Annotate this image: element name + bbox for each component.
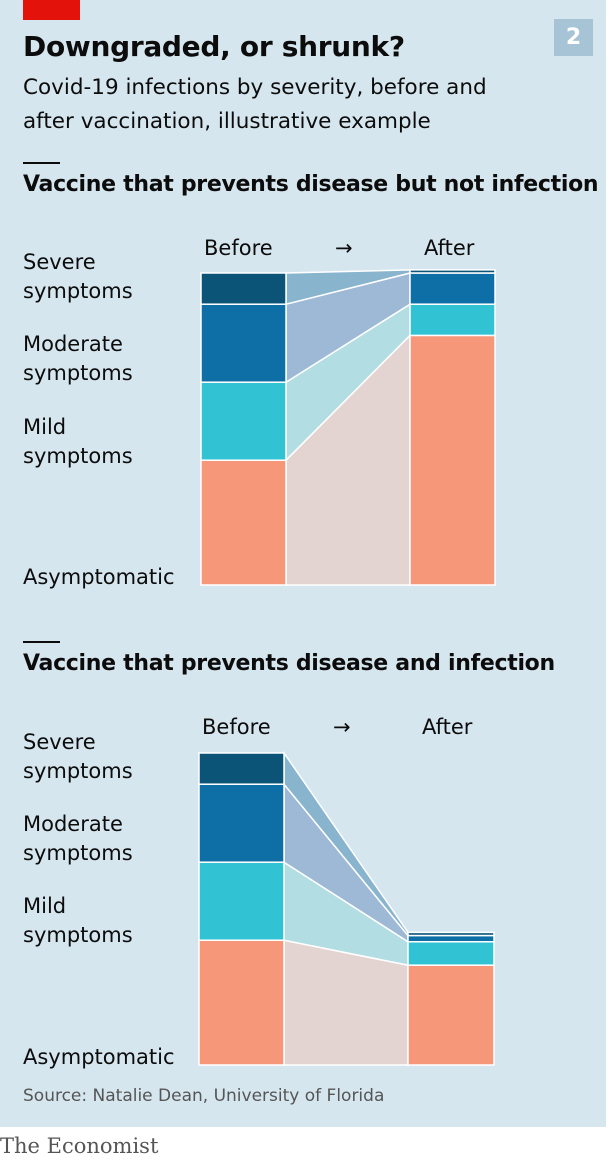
panel-2-label-asymptomatic: Asymptomatic bbox=[23, 1045, 175, 1069]
panel-2-title: Vaccine that prevents disease and infect… bbox=[23, 651, 555, 676]
panel-1-after-bar-moderate bbox=[409, 272, 496, 305]
panel-1-before-bar-mild bbox=[200, 381, 287, 461]
panel-2-after-bar-mild bbox=[407, 941, 495, 966]
publisher-logo: The Economist bbox=[0, 1134, 159, 1158]
panel-1-after-bar-mild bbox=[409, 303, 496, 337]
panel-2-label-mild: Mild symptoms bbox=[23, 894, 133, 947]
panel-2-rule bbox=[23, 641, 60, 643]
panel-1-rule bbox=[23, 162, 60, 164]
panel-2-before-label: Before bbox=[202, 715, 271, 739]
subtitle-line-1: Covid-19 infections by severity, before … bbox=[23, 75, 487, 100]
panel-2-arrow: → bbox=[333, 715, 351, 739]
panel-2-label-severe: Severe symptoms bbox=[23, 730, 133, 783]
panel-2-after-bar-severe bbox=[407, 931, 495, 937]
chart-title: Downgraded, or shrunk? bbox=[23, 30, 405, 63]
panel-2-label-moderate: Moderate symptoms bbox=[23, 812, 133, 865]
panel-1-label-asymptomatic: Asymptomatic bbox=[23, 565, 175, 589]
panel-1-arrow: → bbox=[335, 236, 353, 260]
panel-1-title: Vaccine that prevents disease but not in… bbox=[23, 172, 599, 197]
panel-1-before-label: Before bbox=[204, 236, 273, 260]
panel-1-before-bar-severe bbox=[200, 272, 287, 305]
panel-1-after-bar-severe bbox=[409, 269, 496, 274]
panel-1-before-bar-moderate bbox=[200, 303, 287, 383]
chart-card: Downgraded, or shrunk? Covid-19 infectio… bbox=[0, 0, 606, 1127]
panel-2-before-bar-severe bbox=[198, 752, 285, 785]
subtitle-line-2: after vaccination, illustrative example bbox=[23, 109, 431, 134]
panel-1-after-label: After bbox=[424, 236, 475, 260]
panel-2-before-bar-mild bbox=[198, 861, 285, 941]
panel-2-after-label: After bbox=[422, 715, 473, 739]
panel-1-label-mild: Mild symptoms bbox=[23, 415, 133, 468]
panel-2-after-bar-asymptomatic bbox=[407, 964, 495, 1066]
panel-2-after-bar-moderate bbox=[407, 934, 495, 943]
panel-2-before-bar-moderate bbox=[198, 783, 285, 863]
panel-2-plot bbox=[198, 750, 495, 1066]
panel-1-label-severe: Severe symptoms bbox=[23, 250, 133, 303]
panel-1-plot bbox=[200, 269, 496, 586]
chart-number-badge: 2 bbox=[554, 19, 593, 56]
economist-red-tab bbox=[23, 0, 80, 20]
source-note: Source: Natalie Dean, University of Flor… bbox=[23, 1086, 385, 1106]
panel-1-label-moderate: Moderate symptoms bbox=[23, 332, 133, 385]
panel-2-before-bar-asymptomatic bbox=[198, 939, 285, 1066]
panel-1-after-bar-asymptomatic bbox=[409, 334, 496, 586]
chart-subtitle: Covid-19 infections by severity, before … bbox=[23, 71, 543, 139]
